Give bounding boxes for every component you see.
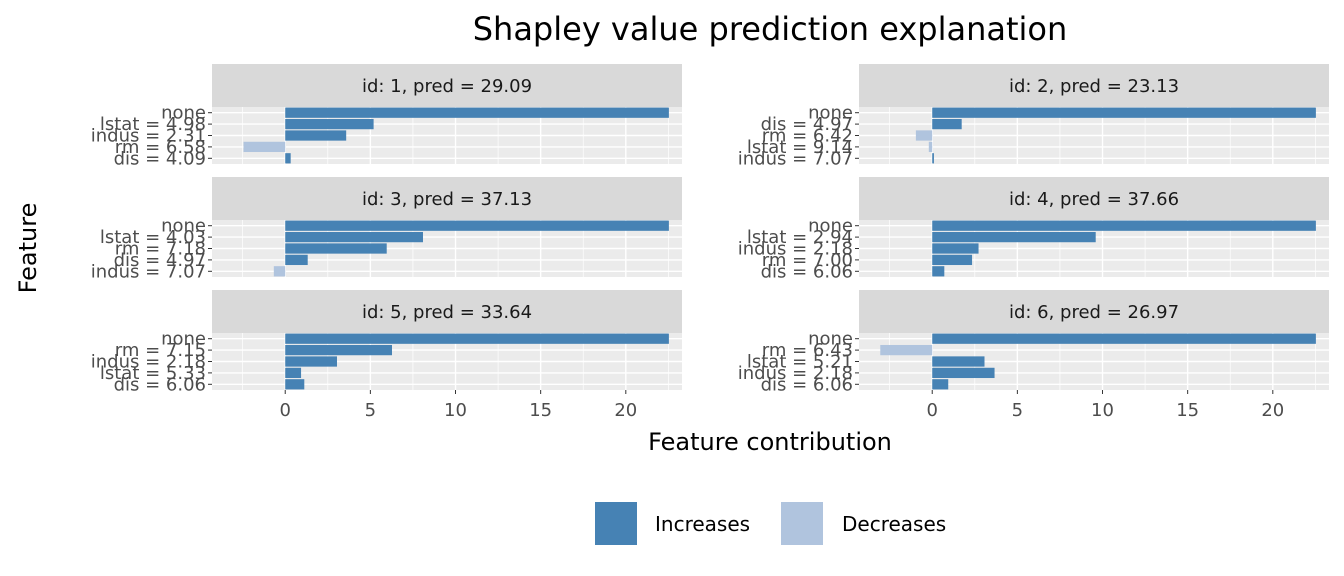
y-tick-label: none [161,216,206,237]
y-tick-label: lstat = 4.98 [100,114,206,135]
bar [932,118,962,130]
bar [285,356,337,367]
facet-strip-label: id: 3, pred = 37.13 [362,189,532,210]
y-tick-label: none [161,329,206,350]
y-tick-label: none [808,329,853,350]
facet-strip [212,290,682,333]
y-tick-label: indus = 7.07 [91,261,206,282]
x-tick-label: 20 [1261,400,1284,421]
bar [932,254,973,266]
facet-strip [859,177,1329,220]
legend: Increases Decreases [595,502,946,545]
y-tick-label: rm = 7.18 [115,239,206,260]
facet-strip [859,64,1329,107]
y-tick-label: dis = 4.97 [761,114,853,135]
bar [243,141,286,153]
y-tick-label: rm = 6.58 [115,137,206,158]
bar [285,118,374,130]
x-tick-label: 20 [614,400,637,421]
y-tick-label: rm = 6.42 [762,126,853,147]
x-tick-label: 10 [444,400,467,421]
y-axis-title: Feature [14,203,42,294]
bar [932,243,979,254]
bar [285,153,291,164]
y-tick-label: indus = 2.31 [91,126,206,147]
x-axis-title: Feature contribution [648,428,892,456]
facet-strip-label: id: 6, pred = 26.97 [1009,302,1179,323]
y-tick-label: none [161,103,206,124]
y-tick-label: lstat = 2.94 [747,227,853,248]
bar [928,141,933,153]
facet-strip-label: id: 2, pred = 23.13 [1009,76,1179,97]
bar [285,254,308,266]
y-tick-label: lstat = 5.33 [100,363,206,384]
y-tick-label: dis = 4.09 [114,148,206,169]
bar [932,266,945,277]
facet-strip [859,290,1329,333]
y-tick-label: indus = 2.18 [738,363,853,384]
bar [932,231,1096,243]
y-tick-label: dis = 4.97 [114,250,206,271]
bar [932,107,1316,118]
y-tick-label: dis = 6.06 [114,374,206,395]
x-tick-label: 15 [529,400,552,421]
y-tick-label: rm = 7.15 [115,340,206,361]
bar [880,344,933,356]
legend-key [595,502,637,545]
legend-label: Decreases [842,512,946,536]
y-tick-label: dis = 6.06 [761,261,853,282]
x-tick-label: 15 [1176,400,1199,421]
bar [285,130,347,141]
y-tick-label: indus = 7.07 [738,148,853,169]
y-tick-label: indus = 2.18 [91,352,206,373]
bar [273,266,286,277]
bar [932,220,1316,231]
x-tick-label: 10 [1091,400,1114,421]
bar [932,367,995,379]
y-tick-label: indus = 2.18 [738,239,853,260]
bar [285,379,305,390]
y-tick-label: rm = 7.00 [762,250,853,271]
bar [932,153,934,164]
facet-strip-label: id: 5, pred = 33.64 [362,302,532,323]
bar [932,333,1316,344]
chart-title: Shapley value prediction explanation [473,10,1068,48]
y-tick-label: none [808,103,853,124]
bar [285,107,669,118]
y-tick-label: rm = 6.43 [762,340,853,361]
bar [915,130,933,141]
bar [285,231,423,243]
x-tick-label: 0 [926,400,937,421]
y-tick-label: none [808,216,853,237]
bar [285,344,392,356]
facet-strip-label: id: 4, pred = 37.66 [1009,189,1179,210]
bar [285,333,669,344]
y-tick-label: dis = 6.06 [761,374,853,395]
facet-strip-label: id: 1, pred = 29.09 [362,76,532,97]
facet-strip [212,177,682,220]
bar [285,243,387,254]
bar [285,220,669,231]
bar [932,379,949,390]
legend-key [781,502,823,545]
y-tick-label: lstat = 9.14 [747,137,853,158]
x-tick-label: 5 [1012,400,1023,421]
bar [932,356,985,367]
legend-label: Increases [655,512,750,536]
y-tick-label: lstat = 5.21 [747,352,853,373]
facet-strip [212,64,682,107]
x-tick-label: 5 [365,400,376,421]
y-tick-label: lstat = 4.03 [100,227,206,248]
bar [285,367,302,379]
x-tick-label: 0 [279,400,290,421]
